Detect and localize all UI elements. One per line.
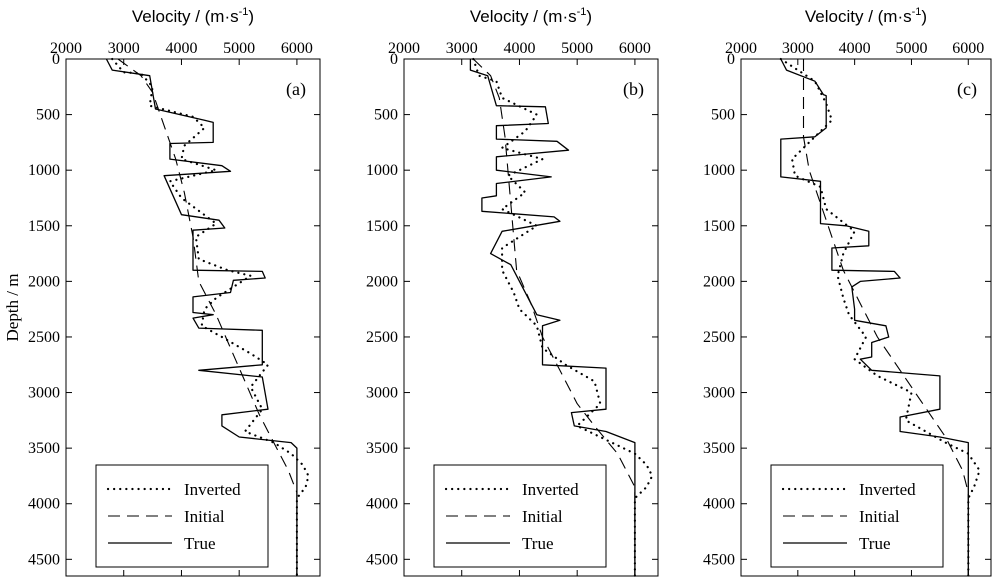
x-tick-label: 5000 xyxy=(895,40,927,57)
y-tick-label: 0 xyxy=(390,51,398,68)
y-tick-label: 2000 xyxy=(703,273,735,290)
y-tick-label: 2000 xyxy=(28,273,60,290)
y-tick-label: 1500 xyxy=(366,218,398,235)
legend-label-inverted: Inverted xyxy=(859,480,916,499)
x-tick-label: 6000 xyxy=(952,40,984,57)
y-tick-label: 2500 xyxy=(366,329,398,346)
x-tick-label: 6000 xyxy=(619,40,651,57)
x-tick-label: 3000 xyxy=(446,40,478,57)
y-tick-label: 3000 xyxy=(703,385,735,402)
x-tick-label: 5000 xyxy=(561,40,593,57)
series-line-inverted xyxy=(111,57,310,578)
y-tick-label: 500 xyxy=(374,107,398,124)
x-tick-label: 2000 xyxy=(388,40,420,57)
legend-label-initial: Initial xyxy=(184,507,225,526)
y-tick-label: 1500 xyxy=(28,218,60,235)
legend-box xyxy=(95,464,269,568)
x-tick-label: 2000 xyxy=(50,40,82,57)
legend-box xyxy=(770,464,944,568)
chart-panel-3: 2000 3000 4000 5000 6000 0 500 1000 1500 2000 2500… xyxy=(703,6,992,578)
y-tick-label: 500 xyxy=(36,107,60,124)
x-axis-title: Velocity / (m·s-1) xyxy=(470,6,592,26)
y-tick-label: 4500 xyxy=(28,551,60,568)
series-line-initial xyxy=(802,59,969,576)
chart-panel-1: 2000 3000 4000 5000 6000 0 500 1000 1500 2000 2500… xyxy=(3,6,321,578)
x-tick-label: 6000 xyxy=(281,40,313,57)
y-tick-label: 4000 xyxy=(28,496,60,513)
plot-frame xyxy=(740,58,992,577)
panel-label: (b) xyxy=(623,79,644,100)
legend-label-initial: Initial xyxy=(859,507,900,526)
x-tick-label: 2000 xyxy=(725,40,757,57)
y-tick-label: 3500 xyxy=(703,440,735,457)
legend-label-true: True xyxy=(859,534,891,553)
y-tick-label: 4500 xyxy=(703,551,735,568)
x-tick-label: 5000 xyxy=(223,40,255,57)
y-tick-label: 1000 xyxy=(703,162,735,179)
y-tick-label: 500 xyxy=(711,107,735,124)
legend-label-true: True xyxy=(184,534,216,553)
y-tick-label: 0 xyxy=(52,51,60,68)
y-tick-label: 4000 xyxy=(366,496,398,513)
plot-frame xyxy=(403,58,659,577)
y-tick-label: 0 xyxy=(727,51,735,68)
legend-box xyxy=(433,464,607,568)
series-line-inverted xyxy=(472,57,654,578)
x-axis-title: Velocity / (m·s-1) xyxy=(805,6,927,26)
series-line-true xyxy=(105,58,298,576)
x-tick-label: 3000 xyxy=(108,40,140,57)
y-tick-label: 2000 xyxy=(366,273,398,290)
plot-frame xyxy=(65,58,321,577)
y-tick-label: 3500 xyxy=(366,440,398,457)
y-tick-label: 2500 xyxy=(28,329,60,346)
legend-label-initial: Initial xyxy=(522,507,563,526)
y-tick-label: 1000 xyxy=(366,162,398,179)
x-tick-label: 4000 xyxy=(839,40,871,57)
series-line-true xyxy=(469,59,636,576)
y-tick-label: 3000 xyxy=(366,385,398,402)
chart-panel-2: 2000 3000 4000 5000 6000 0 500 1000 1500 2000 2500… xyxy=(366,6,659,578)
series-line-initial xyxy=(472,58,636,576)
y-tick-label: 1500 xyxy=(703,218,735,235)
y-tick-label: 4000 xyxy=(703,496,735,513)
y-tick-label: 3000 xyxy=(28,385,60,402)
legend-label-inverted: Inverted xyxy=(522,480,579,499)
panel-label: (a) xyxy=(286,79,306,100)
panel-label: (c) xyxy=(957,79,977,100)
y-axis-title: Depth / m xyxy=(3,274,22,342)
legend-label-true: True xyxy=(522,534,554,553)
y-tick-label: 2500 xyxy=(703,329,735,346)
y-tick-label: 3500 xyxy=(28,440,60,457)
x-tick-label: 4000 xyxy=(503,40,535,57)
x-axis-title: Velocity / (m·s-1) xyxy=(132,6,254,26)
y-tick-label: 1000 xyxy=(28,162,60,179)
x-tick-label: 3000 xyxy=(782,40,814,57)
series-line-true xyxy=(780,58,969,576)
x-tick-label: 4000 xyxy=(165,40,197,57)
y-tick-label: 4500 xyxy=(366,551,398,568)
legend-label-inverted: Inverted xyxy=(184,480,241,499)
